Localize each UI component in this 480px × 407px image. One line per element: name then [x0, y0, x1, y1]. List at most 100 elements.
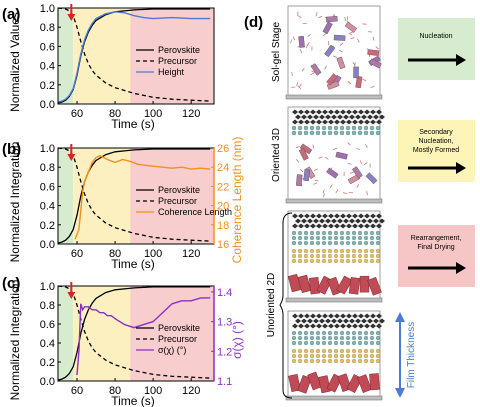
x-tick-label: 60 [71, 248, 83, 260]
layer-teal-unit [363, 235, 369, 241]
layer-teal-unit [345, 240, 351, 246]
layer-yellow-unit [291, 253, 297, 259]
layer-yellow-unit [351, 353, 357, 359]
layer-yellow-unit [291, 353, 297, 359]
layer-yellow-unit [303, 253, 309, 259]
nucleus-crystal [344, 21, 358, 33]
layer-teal-unit [345, 230, 351, 236]
oriented-3d-secondary [375, 130, 381, 136]
layer-teal-unit [321, 330, 327, 336]
layer-teal-unit [351, 330, 357, 336]
layer-2d-grain [308, 277, 321, 295]
layer-teal-unit [345, 330, 351, 336]
layer-3d-unit [379, 318, 385, 324]
solgel-schematic [285, 5, 383, 100]
y-tick-label: 0.4 [40, 201, 55, 213]
precursor-molecule [327, 40, 330, 45]
region-red [130, 8, 214, 104]
panel-c-y2label: σ(χ) (°) [230, 321, 244, 359]
secondary-box-text-1: Secondary [419, 129, 453, 136]
layer-3d-unit [292, 213, 298, 219]
layer-yellow-unit [333, 348, 339, 354]
oriented-3d-unit [304, 119, 310, 125]
oriented-3d-unit [352, 119, 358, 125]
layer-yellow-unit [297, 358, 303, 364]
region-red [130, 148, 214, 244]
layer-teal-unit [303, 330, 309, 336]
chart-a-plot: 0.0 0.2 0.4 0.6 0.8 1.0 60 80 100 120 PerovskitePr… [40, 3, 215, 120]
layer-teal-unit [297, 235, 303, 241]
layer-yellow-unit [339, 253, 345, 259]
oriented-3d-unit [376, 119, 382, 125]
precursor-molecule [290, 39, 292, 44]
layer-yellow-unit [357, 348, 363, 354]
x-tick-label: 100 [144, 248, 162, 260]
oriented-3d-secondary [351, 125, 357, 131]
precursor-molecule [356, 148, 361, 150]
oriented-3d-unit [331, 114, 337, 120]
layer-3d-unit [358, 223, 364, 229]
layer-yellow-unit [375, 348, 381, 354]
x-tick-label: 100 [144, 385, 162, 397]
layer-3d-unit [358, 323, 364, 329]
layer-yellow-unit [339, 358, 345, 364]
layer-yellow-unit [315, 348, 321, 354]
layer-3d-unit [346, 213, 352, 219]
nucleus-crystal [298, 148, 309, 161]
precursor-molecule [333, 55, 338, 58]
layer-3d-unit [322, 323, 328, 329]
panel-c-ylabel: Normalized Integration [8, 280, 22, 401]
oriented-3d-secondary [363, 125, 369, 131]
layer-yellow-unit [291, 248, 297, 254]
layer-3d-unit [373, 218, 379, 224]
layer-3d-unit [292, 313, 298, 319]
layer-3d-unit [346, 223, 352, 229]
series-line-2 [74, 154, 211, 240]
layer-yellow-unit [345, 348, 351, 354]
layer-yellow-unit [309, 248, 315, 254]
layer-3d-unit [310, 223, 316, 229]
layer-3d-unit [361, 318, 367, 324]
precursor-molecule [352, 62, 356, 66]
layer-3d-unit [370, 323, 376, 329]
oriented-3d-unit [310, 109, 316, 115]
layer-yellow-unit [345, 358, 351, 364]
y-tick-label: 0.2 [40, 80, 55, 92]
layer-yellow-unit [315, 358, 321, 364]
layer-teal-unit [309, 340, 315, 346]
layer-2d-grain [359, 275, 370, 293]
layer-yellow-unit [327, 258, 333, 264]
layer-teal-unit [303, 235, 309, 241]
rearrangement-box-text-2: Final Drying [417, 244, 454, 251]
oriented3d-schematic [285, 106, 385, 204]
nucleus-crystal [310, 63, 322, 76]
layer-teal-unit [339, 330, 345, 336]
layer-3d-unit [307, 318, 313, 324]
layer-teal-unit [321, 235, 327, 241]
layer-teal-unit [369, 335, 375, 341]
layer-teal-unit [357, 230, 363, 236]
layer-3d-unit [319, 318, 325, 324]
layer-yellow-unit [303, 258, 309, 264]
layer-teal-unit [291, 335, 297, 341]
layer-3d-unit [313, 218, 319, 224]
layer-3d-unit [334, 313, 340, 319]
panel-d-label: (d) [244, 14, 263, 31]
oriented-3d-secondary [297, 130, 303, 136]
layer-yellow-unit [369, 348, 375, 354]
layer-yellow-unit [363, 348, 369, 354]
nucleus-crystal [365, 172, 378, 185]
secondary-box-text-3: Mostly Formed [413, 147, 459, 154]
layer-yellow-unit [309, 253, 315, 259]
x-tick-label: 80 [109, 385, 121, 397]
precursor-molecule [301, 67, 305, 72]
precursor-molecule [375, 46, 380, 50]
layer-teal-unit [333, 240, 339, 246]
precursor-molecule [339, 42, 344, 46]
layer-yellow-unit [345, 258, 351, 264]
layer-yellow-unit [339, 258, 345, 264]
layer-yellow-unit [369, 248, 375, 254]
solgel-crystals [290, 11, 382, 90]
x-tick-label: 60 [71, 108, 83, 120]
layer-teal-unit [351, 235, 357, 241]
